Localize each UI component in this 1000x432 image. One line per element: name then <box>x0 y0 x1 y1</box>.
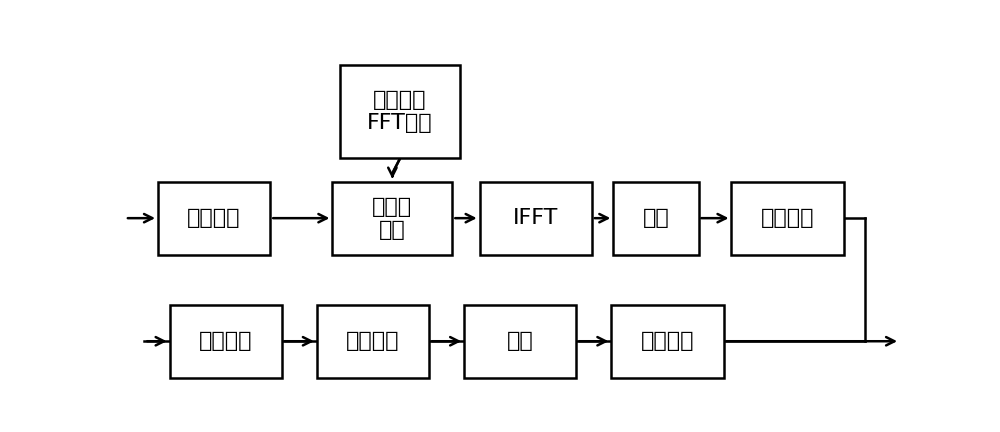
Bar <box>170 305 282 378</box>
Bar <box>340 65 460 158</box>
Text: 复数乘
法器: 复数乘 法器 <box>372 197 412 240</box>
Bar <box>731 181 844 255</box>
Bar <box>317 305 429 378</box>
Text: 累加: 累加 <box>507 331 534 351</box>
Text: 门限检验: 门限检验 <box>641 331 694 351</box>
Bar <box>464 305 576 378</box>
Text: IFFT: IFFT <box>513 208 558 228</box>
Text: 取模: 取模 <box>642 208 669 228</box>
Bar <box>158 181 270 255</box>
Text: 串并转换: 串并转换 <box>346 331 400 351</box>
Bar <box>480 181 592 255</box>
Text: 插值拟合: 插值拟合 <box>199 331 252 351</box>
Bar <box>613 181 698 255</box>
Bar <box>332 181 452 255</box>
Bar <box>611 305 724 378</box>
Text: 本地信号
FFT序列: 本地信号 FFT序列 <box>367 90 433 133</box>
Text: 并串转换: 并串转换 <box>761 208 814 228</box>
Text: 圆周平移: 圆周平移 <box>187 208 241 228</box>
